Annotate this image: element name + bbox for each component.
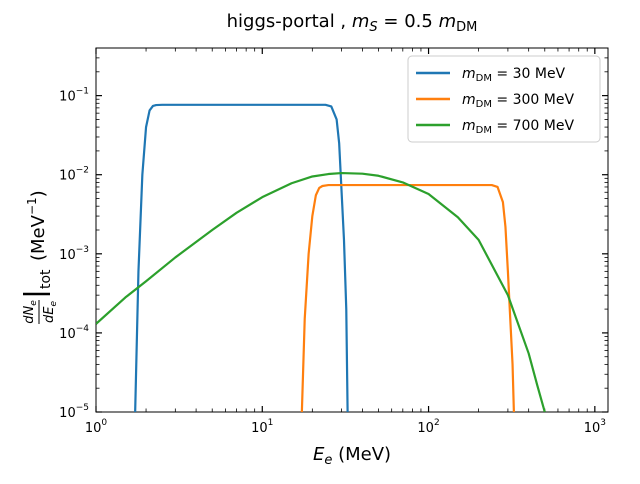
y-axis-label: dNe dEe tot (MeV−1): [22, 190, 59, 324]
legend-entry-700-mev: mDM = 700 MeV: [416, 118, 574, 136]
series-line-300-mev: [300, 183, 515, 412]
legend-label-700-mev: mDM = 700 MeV: [462, 118, 574, 136]
x-ticks: 100 101 102 103: [85, 48, 606, 436]
y-tick-label: 10−3: [59, 245, 89, 263]
legend: mDM = 30 MeV mDM = 300 MeV mDM = 700 MeV: [407, 55, 601, 143]
svg-text:dNe: dNe: [22, 300, 39, 324]
legend-label-300-mev: mDM = 300 MeV: [462, 92, 574, 110]
legend-entry-30-mev: mDM = 30 MeV: [416, 66, 566, 84]
svg-text:tot: tot: [38, 269, 54, 289]
y-tick-label: 10−4: [59, 324, 89, 342]
y-tick-label: 10−2: [59, 166, 89, 184]
svg-text:dEe: dEe: [42, 301, 59, 323]
y-tick-label: 10−1: [59, 87, 89, 105]
y-ticks: 10−5 10−4 10−3 10−2 10−1: [59, 47, 608, 421]
legend-entry-300-mev: mDM = 300 MeV: [416, 92, 574, 110]
x-axis-label: Ee (MeV): [313, 444, 391, 468]
series-line-700-mev: [96, 171, 546, 412]
x-tick-label: 102: [417, 418, 439, 436]
svg-text:(MeV−1): (MeV−1): [25, 190, 49, 261]
y-tick-label: 10−5: [59, 403, 89, 421]
legend-label-30-mev: mDM = 30 MeV: [462, 66, 566, 84]
series-group: [96, 103, 546, 412]
x-tick-label: 100: [85, 418, 108, 436]
legend-box: [407, 55, 601, 143]
series-line-30-mev: [134, 103, 349, 412]
x-tick-label: 101: [251, 418, 273, 436]
chart-title: higgs-portal , mS = 0.5 mDM: [227, 11, 478, 35]
x-tick-label: 103: [584, 418, 606, 436]
